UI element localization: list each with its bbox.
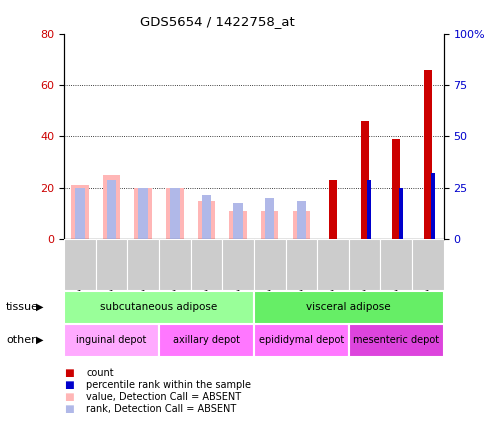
Text: ■: ■ bbox=[64, 392, 74, 402]
Text: GDS5654 / 1422758_at: GDS5654 / 1422758_at bbox=[140, 15, 294, 28]
Text: rank, Detection Call = ABSENT: rank, Detection Call = ABSENT bbox=[86, 404, 237, 414]
Bar bbox=[75, 188, 85, 239]
Text: ▶: ▶ bbox=[35, 335, 43, 345]
Bar bbox=[424, 70, 432, 239]
Text: ■: ■ bbox=[64, 368, 74, 378]
Bar bbox=[349, 324, 444, 357]
Bar bbox=[381, 239, 412, 290]
Bar bbox=[285, 239, 317, 290]
Bar bbox=[265, 198, 275, 239]
Bar bbox=[103, 175, 120, 239]
Bar bbox=[367, 179, 371, 239]
Bar bbox=[399, 188, 403, 239]
Bar bbox=[166, 188, 183, 239]
Text: value, Detection Call = ABSENT: value, Detection Call = ABSENT bbox=[86, 392, 242, 402]
Bar bbox=[254, 324, 349, 357]
Bar bbox=[222, 239, 254, 290]
Bar bbox=[329, 180, 337, 239]
Bar bbox=[64, 324, 159, 357]
Bar bbox=[159, 324, 254, 357]
Bar bbox=[233, 203, 243, 239]
Text: ▶: ▶ bbox=[35, 302, 43, 312]
Bar bbox=[392, 139, 400, 239]
Bar bbox=[170, 188, 179, 239]
Bar bbox=[297, 201, 306, 239]
Text: other: other bbox=[6, 335, 35, 345]
Text: mesenteric depot: mesenteric depot bbox=[353, 335, 439, 345]
Text: inguinal depot: inguinal depot bbox=[76, 335, 147, 345]
Bar bbox=[361, 121, 369, 239]
Bar bbox=[198, 201, 215, 239]
Bar bbox=[254, 239, 285, 290]
Bar bbox=[431, 173, 434, 239]
Bar bbox=[159, 239, 191, 290]
Bar bbox=[64, 291, 254, 324]
Bar bbox=[71, 185, 89, 239]
Bar bbox=[293, 211, 310, 239]
Bar bbox=[96, 239, 127, 290]
Text: axillary depot: axillary depot bbox=[173, 335, 240, 345]
Bar bbox=[135, 188, 152, 239]
Bar bbox=[139, 188, 148, 239]
Text: epididymal depot: epididymal depot bbox=[259, 335, 344, 345]
Bar bbox=[229, 211, 247, 239]
Bar bbox=[107, 180, 116, 239]
Bar bbox=[64, 239, 96, 290]
Text: ■: ■ bbox=[64, 380, 74, 390]
Bar bbox=[317, 239, 349, 290]
Bar bbox=[349, 239, 381, 290]
Bar bbox=[202, 195, 211, 239]
Bar bbox=[191, 239, 222, 290]
Bar bbox=[412, 239, 444, 290]
Text: tissue: tissue bbox=[6, 302, 39, 312]
Text: ■: ■ bbox=[64, 404, 74, 414]
Bar bbox=[261, 211, 279, 239]
Text: subcutaneous adipose: subcutaneous adipose bbox=[101, 302, 217, 312]
Text: percentile rank within the sample: percentile rank within the sample bbox=[86, 380, 251, 390]
Bar bbox=[254, 291, 444, 324]
Text: count: count bbox=[86, 368, 114, 378]
Bar bbox=[127, 239, 159, 290]
Text: visceral adipose: visceral adipose bbox=[307, 302, 391, 312]
